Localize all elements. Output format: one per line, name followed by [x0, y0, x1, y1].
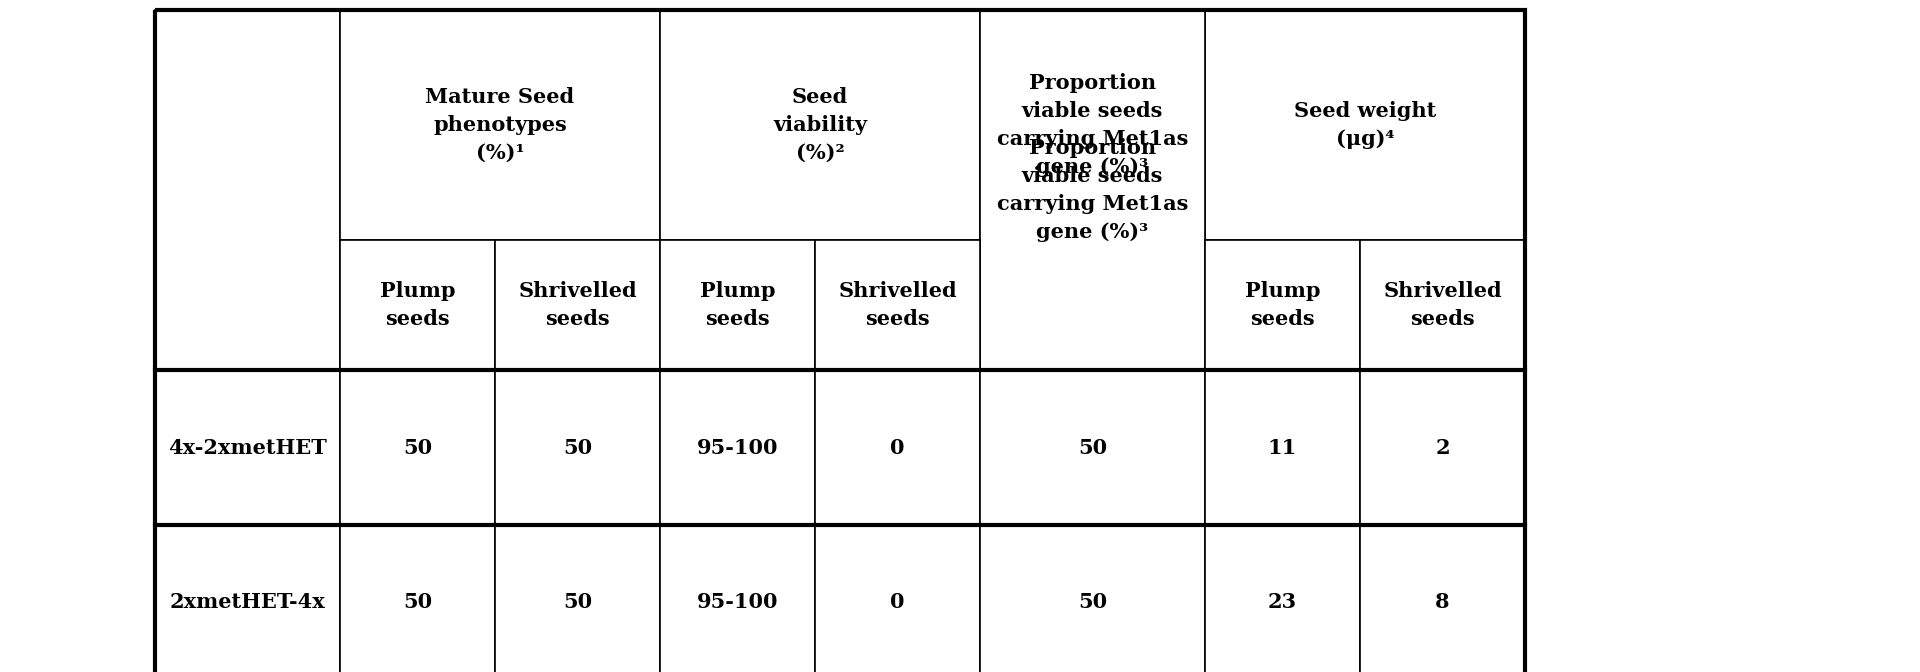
Bar: [1206, 370, 1359, 525]
Text: 95-100: 95-100: [697, 437, 778, 458]
Text: Seed weight
(μg)⁴: Seed weight (μg)⁴: [1294, 101, 1436, 149]
Text: Plump
seeds: Plump seeds: [1244, 281, 1321, 329]
Text: 50: 50: [1077, 593, 1108, 612]
Bar: [156, 10, 1524, 672]
Bar: [660, 370, 814, 525]
Text: 50: 50: [403, 593, 432, 612]
Bar: [156, 10, 1524, 672]
Text: 2xmetHET-4x: 2xmetHET-4x: [169, 593, 324, 612]
Bar: [340, 370, 495, 525]
Bar: [1359, 525, 1524, 672]
Bar: [156, 10, 340, 370]
Text: 50: 50: [563, 593, 591, 612]
Bar: [156, 525, 340, 672]
Bar: [814, 370, 979, 525]
Text: 8: 8: [1436, 593, 1450, 612]
Bar: [495, 240, 660, 370]
Bar: [660, 525, 814, 672]
Text: Seed
viability
(%)²: Seed viability (%)²: [774, 87, 868, 163]
Bar: [340, 525, 495, 672]
Bar: [1206, 240, 1359, 370]
Text: 23: 23: [1267, 593, 1298, 612]
Text: Proportion
viable seeds
carrying Met1as
gene (%)³: Proportion viable seeds carrying Met1as …: [996, 73, 1188, 177]
Text: 50: 50: [563, 437, 591, 458]
Bar: [814, 240, 979, 370]
Bar: [1359, 240, 1524, 370]
Text: 4x-2xmetHET: 4x-2xmetHET: [169, 437, 326, 458]
Bar: [340, 240, 495, 370]
Text: 95-100: 95-100: [697, 593, 778, 612]
Bar: [660, 10, 979, 240]
Bar: [1359, 370, 1524, 525]
Text: 50: 50: [1077, 437, 1108, 458]
Text: 0: 0: [891, 437, 904, 458]
Bar: [979, 525, 1206, 672]
Text: 2: 2: [1434, 437, 1450, 458]
Bar: [340, 10, 660, 240]
Text: 0: 0: [891, 593, 904, 612]
Bar: [1206, 10, 1524, 240]
Bar: [814, 525, 979, 672]
Text: 11: 11: [1267, 437, 1298, 458]
Bar: [495, 370, 660, 525]
Text: Shrivelled
seeds: Shrivelled seeds: [1382, 281, 1501, 329]
Bar: [660, 240, 814, 370]
Text: Shrivelled
seeds: Shrivelled seeds: [839, 281, 956, 329]
Bar: [979, 10, 1206, 370]
Bar: [979, 370, 1206, 525]
Bar: [1206, 525, 1359, 672]
Bar: [495, 525, 660, 672]
Text: Plump
seeds: Plump seeds: [380, 281, 455, 329]
Text: Proportion
viable seeds
carrying Met1as
gene (%)³: Proportion viable seeds carrying Met1as …: [996, 138, 1188, 242]
Text: Plump
seeds: Plump seeds: [699, 281, 776, 329]
Text: Shrivelled
seeds: Shrivelled seeds: [518, 281, 637, 329]
Bar: [156, 370, 340, 525]
Text: Mature Seed
phenotypes
(%)¹: Mature Seed phenotypes (%)¹: [426, 87, 574, 163]
Text: 50: 50: [403, 437, 432, 458]
Bar: [979, 10, 1206, 240]
